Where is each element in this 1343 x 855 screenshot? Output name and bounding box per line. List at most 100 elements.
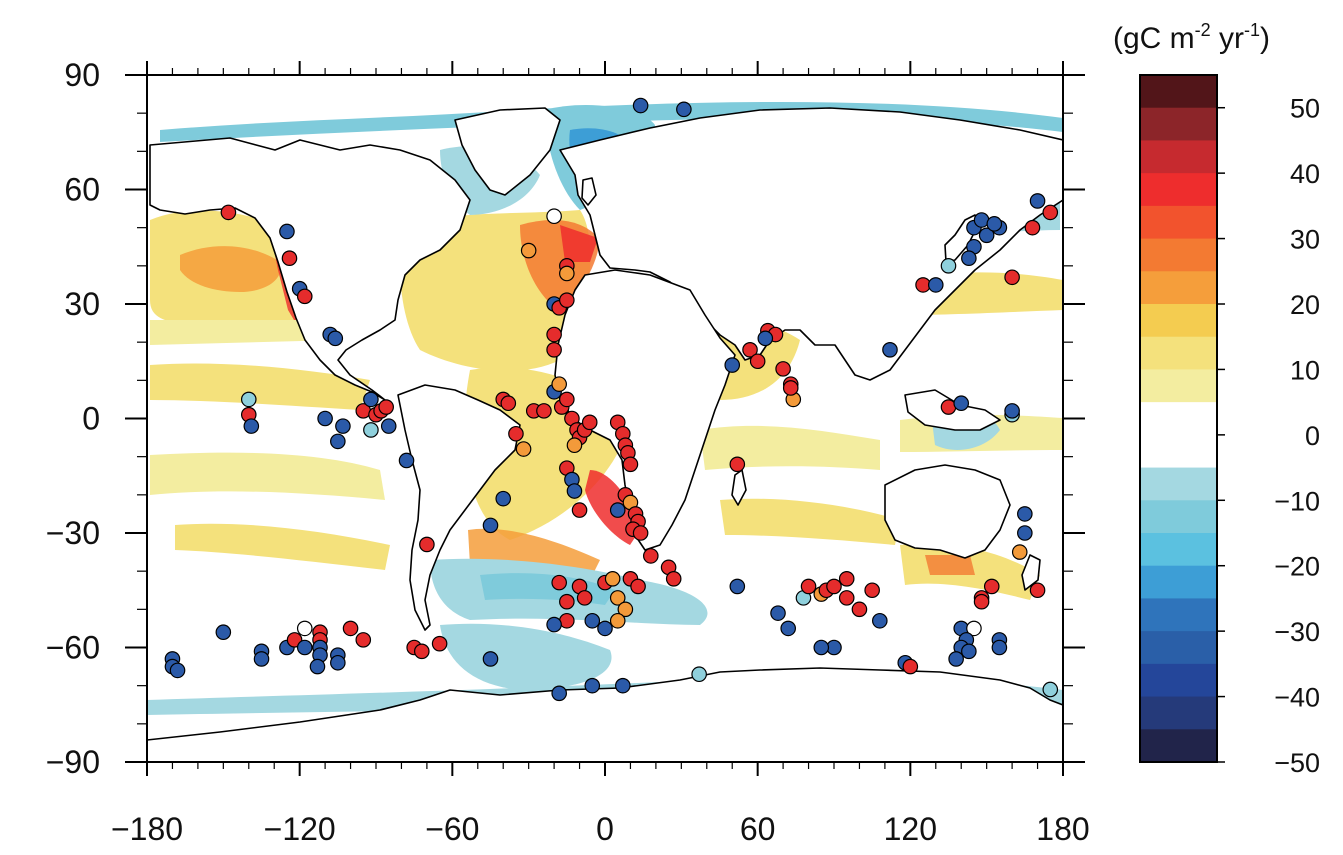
colorbar-ticks: 50 40 30 20 10 0 −10 −20 −30 −40 −50 (1217, 94, 1320, 778)
observation-marker-white (546, 208, 562, 225)
colorbar-swatch (1140, 75, 1217, 109)
colorbar-tick-label: 20 (1290, 290, 1320, 320)
observation-marker-red (1024, 219, 1041, 236)
colorbar-tick-label: 50 (1290, 94, 1320, 124)
colorbar-swatch (1140, 336, 1217, 370)
observation-marker-blue (398, 452, 415, 469)
observation-marker-blue (609, 502, 626, 518)
y-tick-label: 90 (64, 57, 100, 93)
uk-coastline (581, 177, 597, 206)
observation-marker-blue (169, 662, 186, 679)
observation-marker-blue (317, 410, 333, 427)
observation-marker-blue (813, 639, 830, 656)
colorbar-swatch (1140, 696, 1217, 730)
colorbar-tick-label: 40 (1290, 159, 1320, 189)
y-tick-label: −30 (46, 515, 100, 551)
colorbar-tick-label: 0 (1305, 421, 1320, 451)
observation-marker-red (559, 292, 575, 308)
observation-marker-blue (330, 433, 346, 450)
observation-marker-blue (871, 612, 888, 629)
observation-marker-red (559, 593, 575, 610)
unit-prefix: (gC m (1113, 22, 1195, 55)
observation-marker-blue (1029, 193, 1046, 209)
colorbar-tick-label: −40 (1274, 683, 1320, 713)
observation-marker-red (729, 456, 746, 473)
observation-marker-red (581, 414, 598, 431)
observation-marker-blue (729, 578, 746, 595)
observation-marker-red (1004, 269, 1020, 286)
unit-suffix: ) (1260, 22, 1270, 55)
observation-marker-red (902, 658, 919, 675)
colorbar: (gC m-2 yr-1) 50 40 30 20 10 0 −10 −20 −30 −40 −50 (1113, 20, 1320, 778)
colorbar-swatch (1140, 107, 1217, 141)
observation-marker-blue (724, 357, 741, 373)
y-tick-label: −60 (46, 630, 100, 666)
observation-marker-blue (335, 418, 351, 434)
observation-marker-blue (1017, 525, 1033, 541)
observation-marker-white (966, 620, 982, 637)
observation-marker-blue (615, 677, 631, 694)
observation-marker-orange (604, 570, 621, 587)
observation-marker-lightblue (240, 391, 257, 408)
x-tick-label: 180 (1036, 811, 1089, 847)
land-mask (147, 107, 1063, 762)
observation-marker-red (413, 643, 430, 660)
flux-patch-weddell (440, 623, 612, 690)
x-tick-label: 60 (740, 811, 776, 847)
flux-patch-australia-south-core (925, 555, 975, 575)
observation-marker-blue (495, 490, 512, 507)
observation-marker-red (864, 582, 880, 599)
observation-marker-red (576, 590, 593, 606)
observation-marker-blue (482, 517, 499, 534)
y-tick-label: 0 (82, 401, 100, 437)
observation-marker-orange (609, 590, 626, 606)
observation-marker-blue (597, 620, 613, 637)
y-axis: 90 60 30 0 −30 −60 −90 (46, 57, 1085, 780)
observation-marker-blue (584, 612, 601, 629)
colorbar-swatch (1140, 271, 1217, 305)
y-tick-label: 60 (64, 172, 100, 208)
north-america-coastline (149, 137, 471, 401)
colorbar-tick-label: 30 (1290, 225, 1320, 255)
colorbar-swatch (1140, 729, 1217, 763)
observation-marker-blue (363, 391, 379, 408)
colorbar-swatch (1140, 304, 1217, 338)
unit-mid: yr (1211, 22, 1244, 55)
observation-marker-red (800, 578, 817, 595)
observation-marker-red (500, 395, 517, 412)
observation-marker-red (536, 403, 552, 419)
eurasia-coastline (559, 107, 1063, 381)
observation-marker-orange (1011, 544, 1028, 560)
unit-exponent-m: -2 (1195, 20, 1211, 40)
observation-marker-red (378, 399, 394, 415)
observation-marker-blue (780, 620, 796, 637)
flux-patch-tropical-pacific-south (150, 452, 385, 500)
colorbar-swatch (1140, 205, 1217, 240)
x-tick-label: −60 (425, 811, 479, 847)
observation-marker-blue (243, 418, 260, 434)
flux-patch-tropical-pacific-north (150, 363, 370, 410)
observation-marker-red (508, 425, 524, 442)
observation-marker-red (220, 204, 237, 221)
observation-marker-blue (986, 216, 1003, 232)
observation-marker-blue (948, 651, 964, 667)
observation-marker-blue (961, 643, 977, 660)
observation-marker-red (571, 502, 588, 518)
colorbar-tick-label: −20 (1274, 552, 1320, 582)
observation-marker-orange (609, 612, 626, 629)
colorbar-swatch (1140, 631, 1217, 665)
observation-marker-blue (309, 658, 326, 675)
observation-marker-blue (546, 616, 562, 633)
observation-marker-red (851, 601, 868, 618)
observation-marker-blue (757, 330, 774, 347)
observation-marker-red (546, 326, 562, 343)
colorbar-swatch (1140, 663, 1217, 698)
new-zealand-coastline (1021, 554, 1041, 591)
observation-marker-red (642, 548, 659, 564)
observation-marker-blue (551, 685, 567, 702)
flux-patch-iberia (560, 225, 598, 262)
colorbar-swatch (1140, 173, 1217, 207)
observation-marker-blue (1017, 506, 1033, 522)
observation-marker-red (632, 525, 649, 541)
observation-marker-orange (520, 242, 537, 259)
